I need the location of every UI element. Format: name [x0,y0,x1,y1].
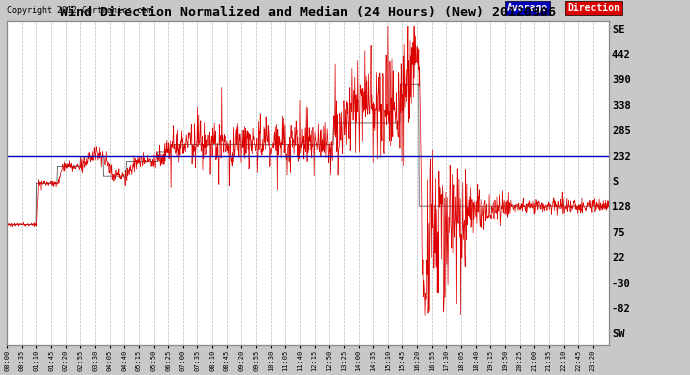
Text: Average: Average [506,3,548,13]
Text: Direction: Direction [567,3,620,13]
Text: Copyright 2012 Cartronics.com: Copyright 2012 Cartronics.com [7,6,152,15]
Title: Wind Direction Normalized and Median (24 Hours) (New) 20120906: Wind Direction Normalized and Median (24… [60,6,556,19]
